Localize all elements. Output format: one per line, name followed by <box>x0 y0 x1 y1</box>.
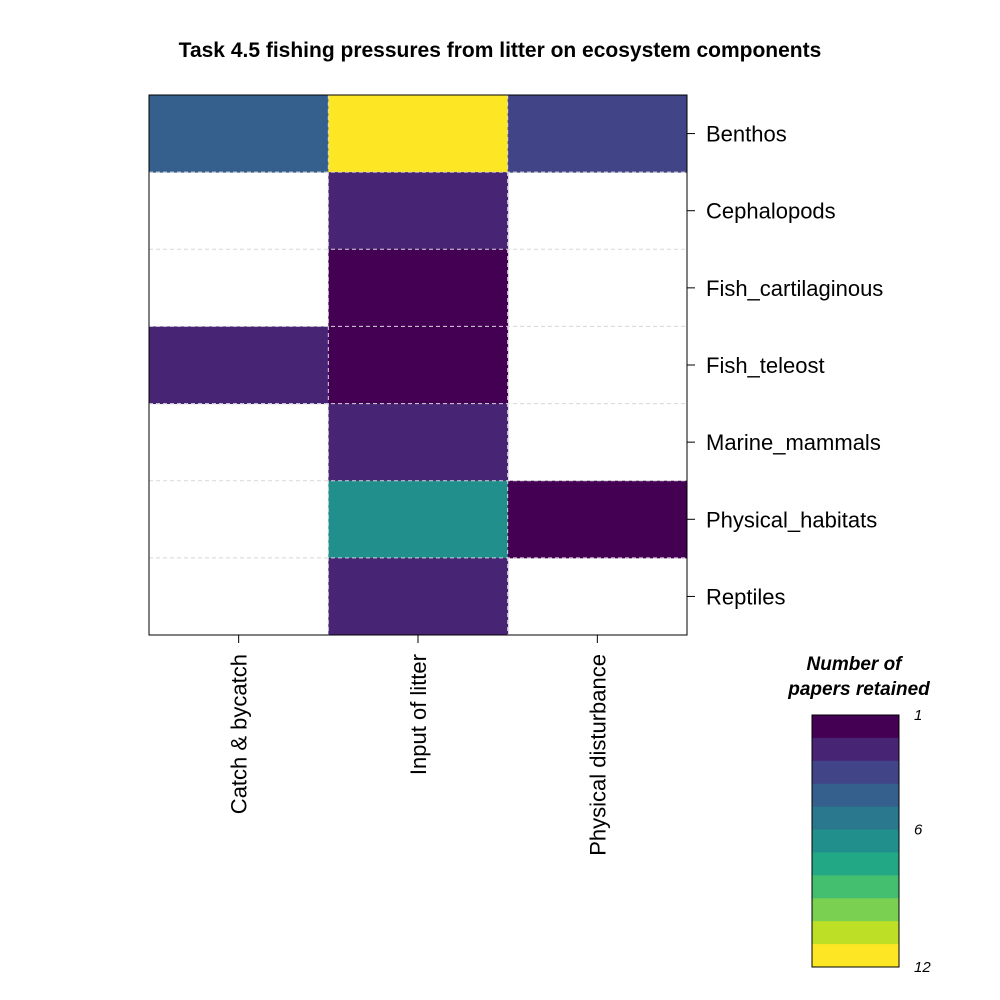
legend-swatch <box>812 737 899 762</box>
legend-swatch <box>812 852 899 876</box>
heatmap-cell <box>149 326 329 405</box>
chart-title: Task 4.5 fishing pressures from litter o… <box>179 39 822 62</box>
column-label: Input of litter <box>406 654 431 775</box>
legend-swatch <box>812 944 899 968</box>
row-label: Reptiles <box>706 584 785 609</box>
heatmap-cell <box>507 95 688 173</box>
column-labels: Catch & bycatch Input of litter Physical d… <box>227 635 610 856</box>
heatmap-cell <box>328 403 509 482</box>
heatmap-cell <box>328 95 509 173</box>
legend-swatch <box>812 875 899 899</box>
heatmap-cell <box>507 480 688 559</box>
legend-swatch <box>812 806 899 831</box>
heatmap-grid <box>149 95 687 635</box>
row-label: Marine_mammals <box>706 430 881 455</box>
legend-tick-label: 12 <box>914 959 931 976</box>
legend-swatch <box>812 829 899 853</box>
legend-tick-label: 6 <box>914 822 923 839</box>
column-label: Physical disturbance <box>585 654 610 856</box>
legend-colorbar <box>811 714 900 968</box>
legend-colorbar-frame <box>811 714 900 968</box>
legend-swatch <box>812 898 899 922</box>
row-label: Benthos <box>706 122 787 147</box>
heatmap-cell <box>328 326 509 405</box>
legend-swatch <box>812 921 899 945</box>
heatmap-cell <box>328 557 509 636</box>
heatmap-cell <box>328 172 509 250</box>
column-label: Catch & bycatch <box>227 654 252 814</box>
legend-swatch <box>812 783 899 808</box>
row-label: Physical_habitats <box>706 507 877 532</box>
heatmap-cells <box>149 95 688 636</box>
row-label: Fish_teleost <box>706 353 825 378</box>
heatmap-cell <box>328 480 509 559</box>
heatmap-cell <box>149 95 329 173</box>
heatmap-cell <box>328 249 509 327</box>
legend-swatch <box>812 715 899 739</box>
legend-tick-label: 1 <box>914 707 922 724</box>
row-label: Cephalopods <box>706 199 836 224</box>
row-label: Fish_cartilaginous <box>706 276 883 301</box>
legend-title-line1: Number of <box>807 654 904 675</box>
row-labels: Benthos Cephalopods Fish_cartilaginous Fish… <box>687 122 883 609</box>
legend-swatch <box>812 760 899 785</box>
legend-title-line2: papers retained <box>787 679 930 700</box>
